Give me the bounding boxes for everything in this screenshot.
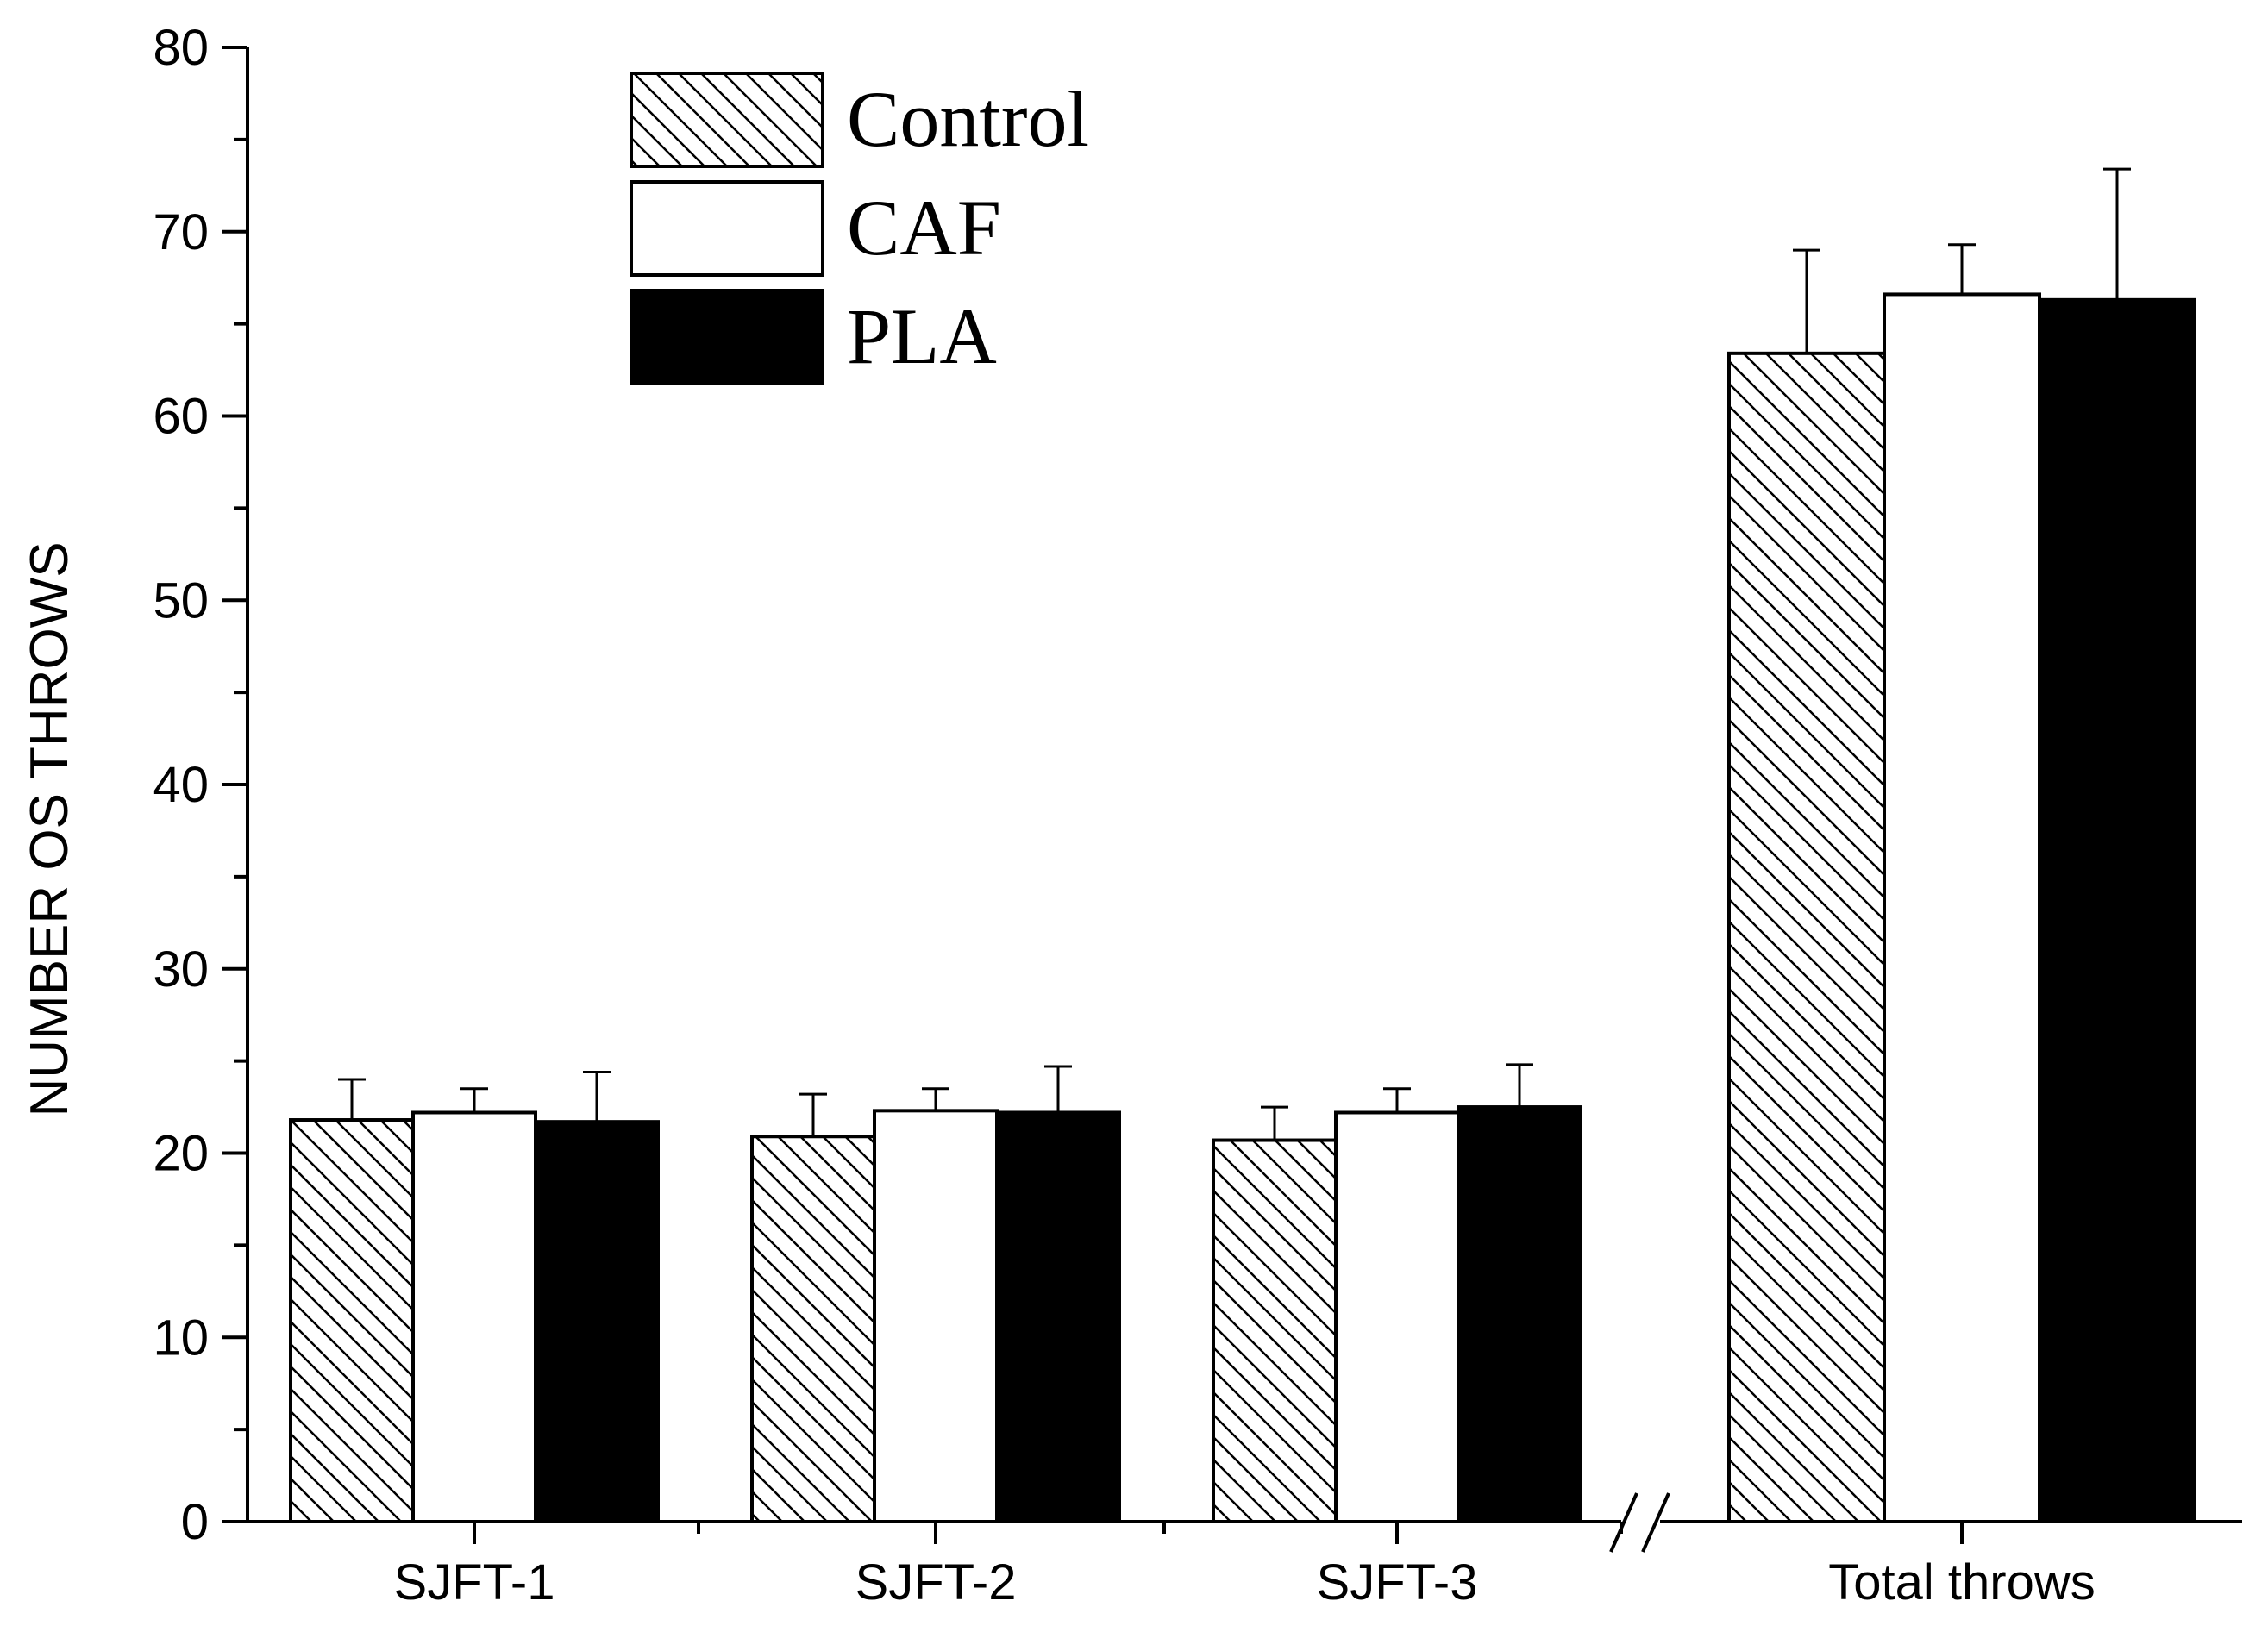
y-tick-label: 40	[153, 757, 209, 813]
bar-caf-total-throws	[1883, 292, 2041, 1523]
y-axis-label: NUMBER OS THROWS	[20, 541, 79, 1116]
bar-caf-sjft-2	[873, 1109, 999, 1524]
legend-swatch-caf	[630, 180, 824, 277]
bar-control-sjft-2	[750, 1135, 876, 1523]
bars-layer	[289, 292, 2196, 1524]
axis-break-slash	[1609, 1492, 1638, 1553]
y-tick-label: 70	[153, 204, 209, 260]
y-tick-label: 80	[153, 20, 209, 76]
legend-label-caf: CAF	[847, 184, 1001, 272]
y-tick-label: 60	[153, 389, 209, 445]
y-tick-label: 10	[153, 1310, 209, 1366]
legend-label-pla: PLA	[847, 292, 997, 380]
x-axis-ticks: SJFT-1 SJFT-2 SJFT-3 Total throws	[394, 1522, 2096, 1610]
y-axis-ticks: 0 10 20 30 40 50 60 70 80	[153, 20, 247, 1550]
legend-swatch-pla	[630, 289, 824, 385]
bar-control-sjft-3	[1212, 1138, 1338, 1523]
y-tick-label: 50	[153, 572, 209, 628]
bar-control-sjft-1	[289, 1118, 415, 1524]
bar-pla-total-throws	[2038, 297, 2196, 1523]
y-tick-label: 20	[153, 1126, 209, 1182]
axis-break-slash	[1641, 1492, 1670, 1553]
axis-break-marker	[1609, 1492, 1670, 1553]
bar-control-total-throws	[1727, 351, 1886, 1524]
y-tick-label: 30	[153, 941, 209, 997]
x-tick-label: Total throws	[1828, 1554, 2095, 1610]
x-tick-label: SJFT-1	[394, 1554, 555, 1610]
bar-pla-sjft-1	[534, 1120, 660, 1523]
legend-swatch-control	[630, 72, 824, 168]
bar-pla-sjft-2	[995, 1110, 1121, 1523]
x-tick-label: SJFT-2	[855, 1554, 1017, 1610]
bar-caf-sjft-1	[411, 1110, 537, 1523]
x-tick-label: SJFT-3	[1317, 1554, 1478, 1610]
legend: Control CAF PLA	[630, 72, 1089, 385]
bar-caf-sjft-3	[1334, 1110, 1460, 1523]
bar-pla-sjft-3	[1457, 1105, 1582, 1523]
error-bars-layer	[338, 167, 2131, 1141]
legend-label-control: Control	[847, 75, 1089, 163]
y-tick-label: 0	[181, 1494, 209, 1550]
